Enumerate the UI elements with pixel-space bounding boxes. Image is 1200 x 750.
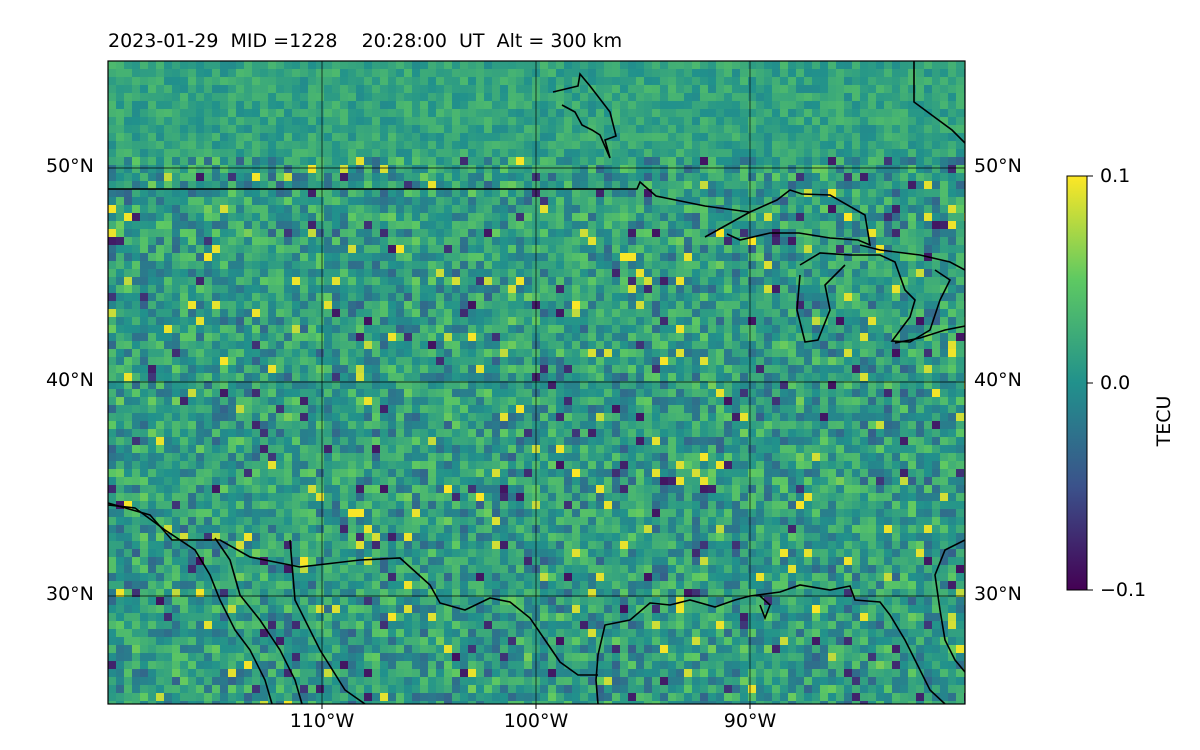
lon-label-90: 90°W — [723, 710, 777, 732]
gulf-coast-florida — [759, 595, 771, 621]
lon-label-100: 100°W — [503, 710, 569, 732]
lat-label-left-30: 30°N — [46, 583, 94, 605]
colorbar-label-min: −0.1 — [1100, 579, 1147, 601]
northeast-coast — [913, 61, 965, 144]
lake-michigan-huron — [799, 252, 952, 343]
gulf-coast-texas — [595, 584, 946, 704]
us-mexico-border — [108, 502, 598, 676]
tec-pixel-field — [108, 61, 965, 704]
lake-michigan-west — [796, 264, 846, 343]
lon-label-110: 110°W — [289, 710, 355, 732]
us-canada-border — [108, 180, 750, 213]
lat-label-right-50: 50°N — [974, 155, 1022, 177]
colorbar-label-max: 0.1 — [1100, 165, 1131, 187]
lat-label-left-40: 40°N — [46, 369, 94, 391]
border-to-lakes — [859, 244, 965, 271]
sea-of-cortez — [214, 537, 303, 704]
lake-erie-ontario — [894, 325, 965, 344]
colorbar-label-mid: 0.0 — [1100, 372, 1131, 394]
hudson-bay-island — [552, 72, 617, 159]
florida-east-coast — [934, 539, 965, 673]
lat-label-left-50: 50°N — [46, 155, 94, 177]
colorbar-title: TECU — [1153, 395, 1175, 447]
map-title: 2023-01-29 MID =1228 20:28:00 UT Alt = 3… — [108, 30, 623, 52]
lat-label-right-30: 30°N — [974, 583, 1022, 605]
lat-label-right-40: 40°N — [974, 369, 1022, 391]
lake-superior — [704, 189, 872, 247]
baja-california — [108, 504, 273, 704]
coastlines-borders — [108, 61, 965, 704]
gridlines — [108, 61, 965, 704]
mexico-west-coast — [289, 539, 366, 704]
colorbar — [1066, 175, 1088, 591]
